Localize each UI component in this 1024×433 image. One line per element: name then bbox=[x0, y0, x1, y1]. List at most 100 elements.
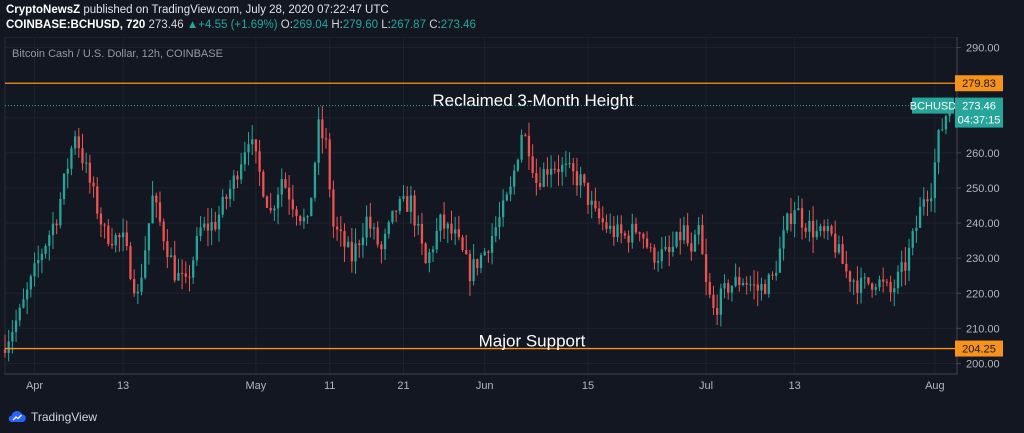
last-price-tag bbox=[955, 97, 1003, 128]
candle-body bbox=[40, 253, 44, 261]
candle-body bbox=[383, 233, 387, 250]
candle-body bbox=[147, 223, 151, 251]
candle-body bbox=[110, 243, 114, 246]
candle-body bbox=[516, 159, 520, 171]
candle-body bbox=[343, 231, 346, 247]
x-tick-label: 15 bbox=[582, 380, 594, 392]
candle-body bbox=[918, 206, 922, 228]
publisher-name[interactable]: CryptoNewsZ bbox=[6, 4, 81, 16]
candle-body bbox=[184, 273, 187, 277]
candle-body bbox=[454, 229, 457, 234]
candle-body bbox=[771, 274, 774, 276]
symbol-label: COINBASE:BCHUSD, 720 bbox=[6, 19, 146, 31]
open-label: O: bbox=[280, 19, 293, 31]
candle-body bbox=[649, 247, 652, 249]
high-value: 279.60 bbox=[342, 19, 378, 31]
candle-body bbox=[616, 224, 619, 237]
candle-body bbox=[81, 148, 84, 164]
candle-body bbox=[376, 227, 379, 245]
candle-body bbox=[778, 248, 782, 273]
candle-body bbox=[99, 213, 103, 225]
candle-body bbox=[173, 255, 176, 281]
candle-body bbox=[125, 232, 128, 247]
candle-body bbox=[48, 235, 51, 246]
candle-body bbox=[269, 207, 272, 211]
candle-body bbox=[361, 237, 365, 246]
candle-body bbox=[424, 243, 427, 264]
candle-body bbox=[889, 282, 892, 293]
candle-body bbox=[476, 259, 479, 269]
candle-body bbox=[793, 210, 796, 224]
candle-body bbox=[682, 225, 686, 241]
candle-body bbox=[394, 210, 398, 212]
candle-body bbox=[77, 136, 80, 149]
candle-body bbox=[483, 251, 486, 256]
candle-body bbox=[605, 222, 608, 230]
level-price-label: 279.83 bbox=[962, 78, 996, 90]
candle-body bbox=[797, 208, 800, 211]
candle-body bbox=[741, 283, 745, 286]
candle-body bbox=[498, 217, 501, 228]
candle-body bbox=[439, 214, 442, 231]
y-tick-label: 260.00 bbox=[966, 148, 1000, 160]
candle-body bbox=[328, 139, 331, 190]
x-tick-label: Aug bbox=[925, 380, 945, 392]
publish-info: CryptoNewsZ published on TradingView.com… bbox=[6, 3, 1016, 18]
candle-body bbox=[321, 119, 324, 139]
candle-body bbox=[834, 233, 837, 253]
x-tick-label: Jun bbox=[476, 380, 494, 392]
candle-body bbox=[92, 182, 95, 187]
candle-body bbox=[461, 237, 464, 251]
candle-body bbox=[114, 235, 117, 246]
candle-body bbox=[767, 274, 770, 294]
candle-body bbox=[815, 231, 818, 238]
candle-body bbox=[380, 244, 383, 250]
candle-body bbox=[870, 283, 874, 290]
chart-area[interactable]: Bitcoin Cash / U.S. Dollar, 12h, COINBAS… bbox=[0, 36, 1024, 407]
candle-body bbox=[656, 260, 660, 263]
x-tick-label: 13 bbox=[117, 380, 129, 392]
symbol-tag bbox=[912, 97, 954, 114]
y-tick-label: 210.00 bbox=[966, 323, 1000, 335]
candle-body bbox=[867, 277, 870, 284]
candle-body bbox=[586, 182, 590, 205]
time-axis[interactable]: Apr 13 May 11 21 Jun 15 Jul 13 Aug bbox=[5, 373, 957, 392]
candle-body bbox=[723, 283, 726, 289]
candle-body bbox=[638, 232, 641, 234]
level-price-tag bbox=[955, 340, 1003, 357]
candle-body bbox=[265, 196, 269, 208]
candle-body bbox=[708, 281, 711, 295]
candle-body bbox=[406, 196, 409, 212]
y-tick-label: 220.00 bbox=[966, 288, 1000, 300]
candle-body bbox=[177, 272, 180, 281]
candle-body bbox=[121, 232, 125, 238]
candle-body bbox=[280, 179, 283, 195]
price-axis[interactable]: 290.00280.00270.00260.00250.00240.00230.… bbox=[956, 37, 1000, 374]
candle-body bbox=[941, 129, 944, 131]
level-annotation: Major Support bbox=[479, 332, 586, 351]
candle-body bbox=[553, 168, 556, 170]
y-tick-label: 290.00 bbox=[966, 43, 1000, 55]
candle-body bbox=[402, 196, 405, 199]
candle-body bbox=[324, 138, 328, 140]
candle-body bbox=[915, 227, 918, 232]
candle-body bbox=[660, 249, 663, 261]
candle-body bbox=[417, 223, 420, 226]
candle-body bbox=[856, 280, 859, 293]
candle-body bbox=[749, 284, 752, 286]
candle-body bbox=[734, 276, 737, 286]
candle-body bbox=[752, 284, 756, 286]
candle-body bbox=[465, 250, 468, 254]
candlestick-chart[interactable]: Bitcoin Cash / U.S. Dollar, 12h, COINBAS… bbox=[0, 36, 1024, 407]
candle-body bbox=[579, 174, 582, 186]
candle-body bbox=[697, 225, 700, 235]
tradingview-brand[interactable]: TradingView bbox=[31, 410, 98, 424]
ohlc-line: COINBASE:BCHUSD, 720 273.46 ▲+4.55 (+1.6… bbox=[6, 18, 1016, 33]
candle-body bbox=[538, 182, 542, 187]
candle-body bbox=[572, 163, 575, 172]
candle-body bbox=[671, 246, 675, 253]
candle-body bbox=[738, 276, 741, 286]
candle-body bbox=[549, 168, 553, 175]
candle-body bbox=[557, 168, 560, 173]
candle-body bbox=[546, 169, 549, 175]
